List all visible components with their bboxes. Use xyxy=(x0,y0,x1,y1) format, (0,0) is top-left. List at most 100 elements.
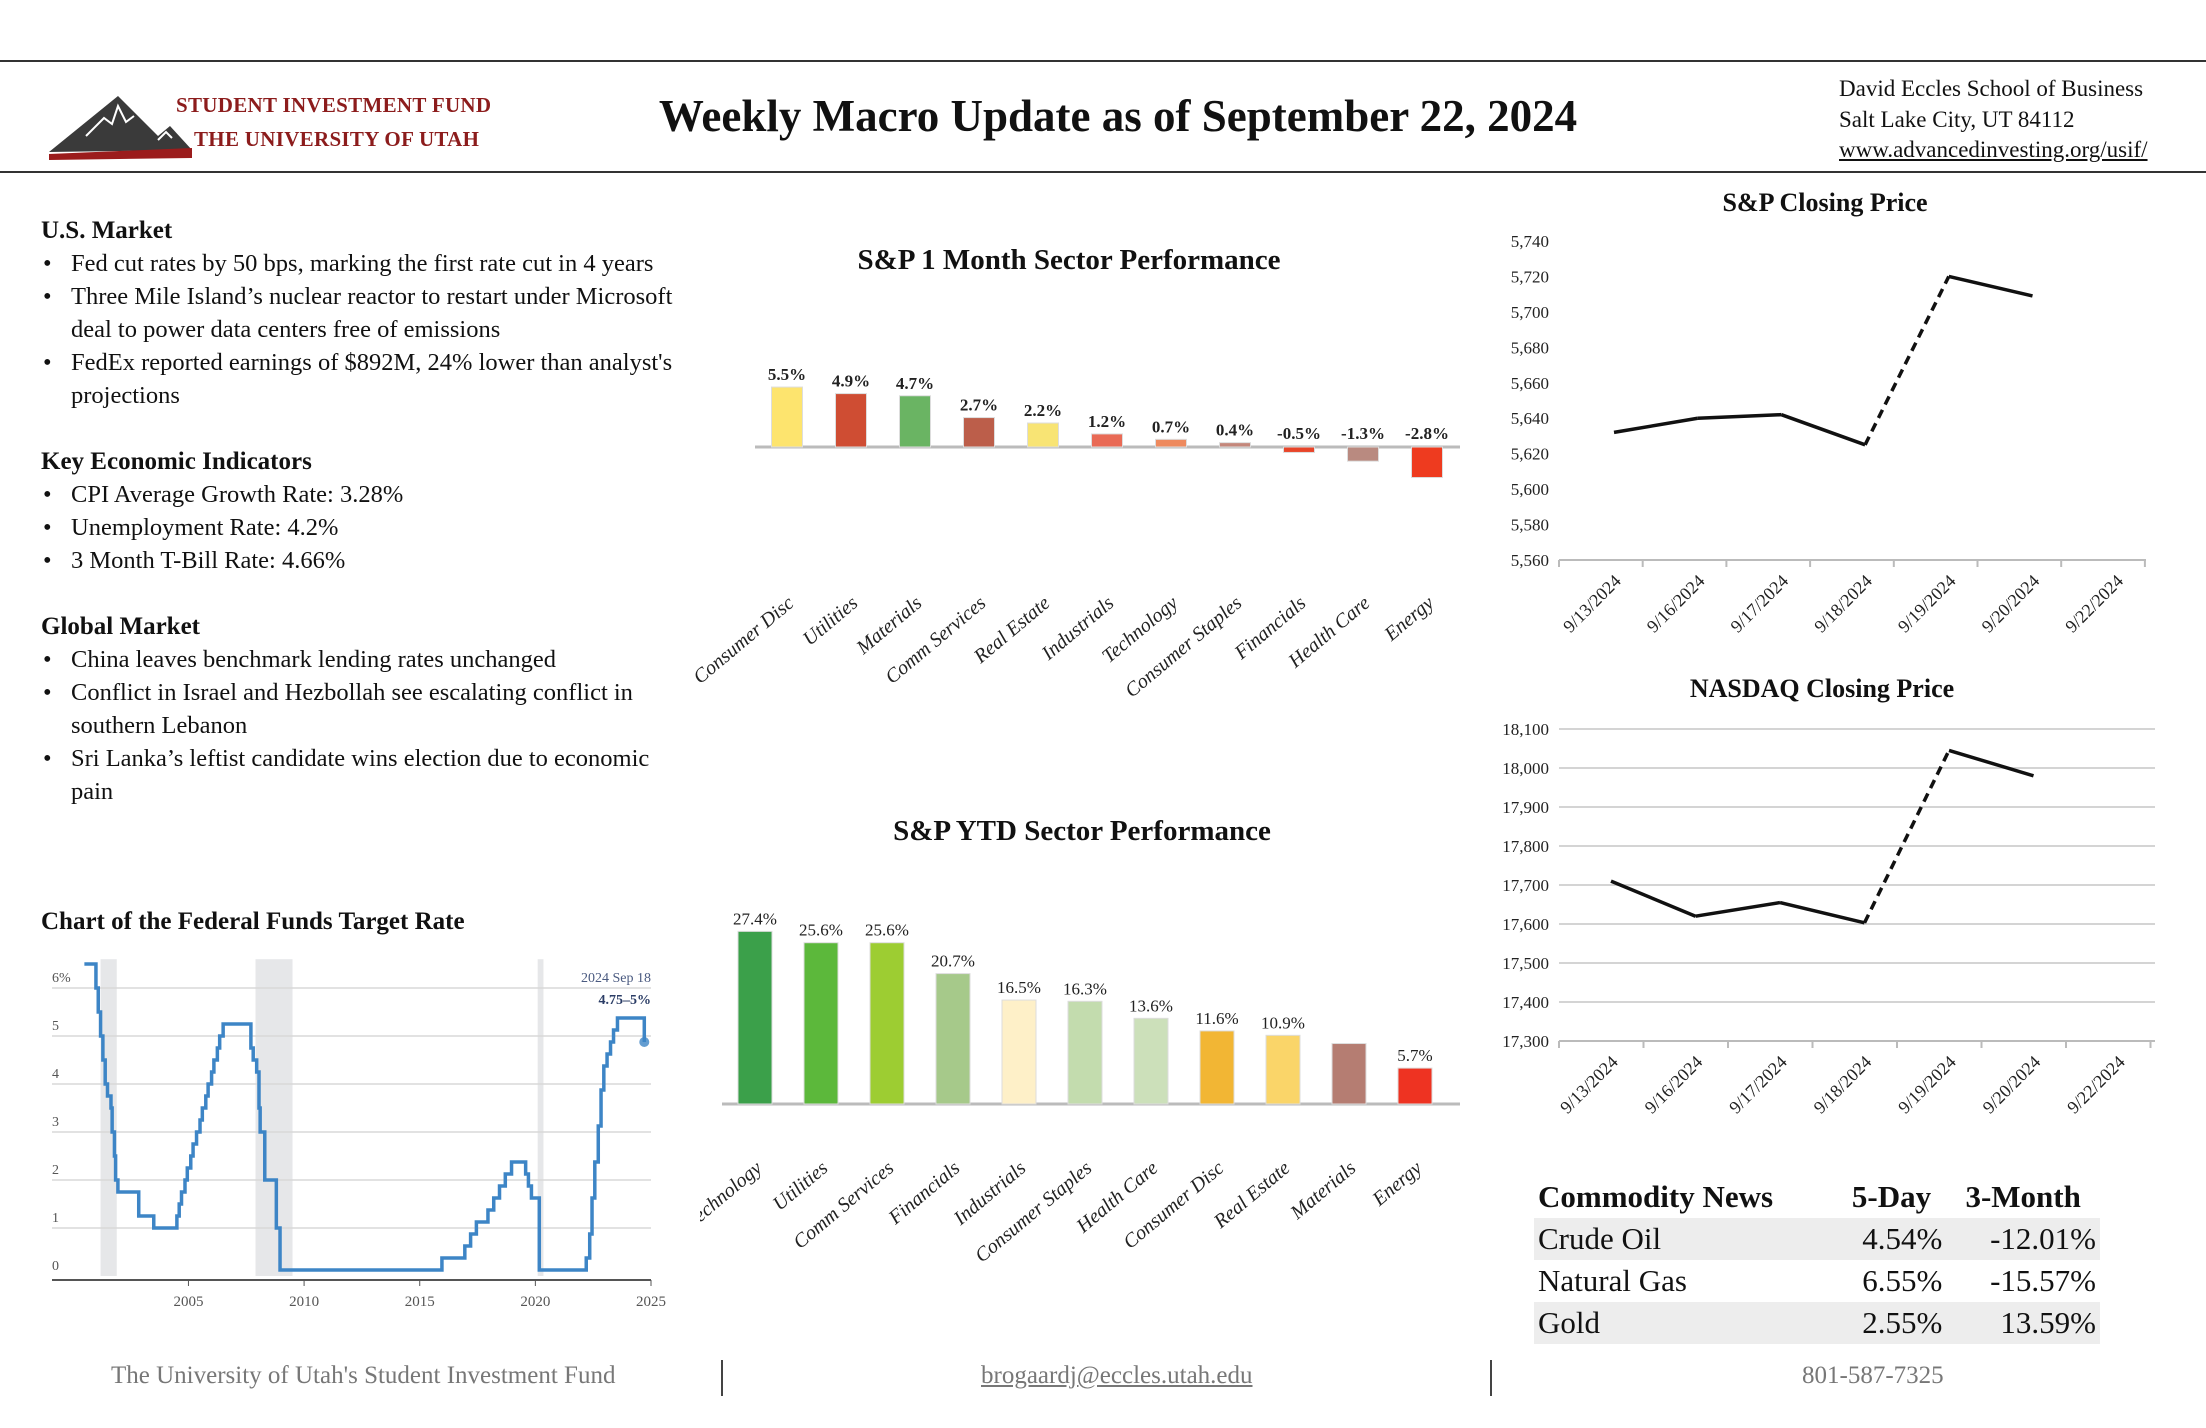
data-label: 2.2% xyxy=(1024,401,1062,420)
five-day-header: 5-Day xyxy=(1851,1179,1932,1214)
data-label: 27.4% xyxy=(733,909,777,928)
x-tick-label: 2015 xyxy=(405,1294,435,1310)
sp-close-title: S&P Closing Price xyxy=(1722,188,1928,217)
sp-close-chart: 5,740 5,720 5,700 5,680 5,660 5,640 5,620 5,600… xyxy=(1511,232,2146,637)
data-label: 16.5% xyxy=(997,978,1041,997)
x-tick-label: 2010 xyxy=(289,1294,319,1310)
data-label: 1.2% xyxy=(1088,412,1126,431)
global-market-heading: Global Market xyxy=(41,613,201,640)
line-segment xyxy=(1780,413,1866,447)
news-column: U.S. Market Fed cut rates by 50 bps, mar… xyxy=(41,214,681,841)
us-market-bullet: Three Mile Island’s nuclear reactor to r… xyxy=(43,280,681,346)
y-tick-label: 17,800 xyxy=(1502,837,1549,856)
data-label: 10.9% xyxy=(1261,1013,1305,1032)
data-label: 20.7% xyxy=(931,952,975,971)
bar-financials xyxy=(935,973,971,1105)
table-row: Natural Gas 6.55% -15.57% xyxy=(1534,1260,2100,1302)
data-label: -1.3% xyxy=(1341,424,1385,443)
x-tick-label: 2005 xyxy=(173,1294,203,1310)
table-row: Crude Oil 4.54% -12.01% xyxy=(1534,1218,2100,1260)
x-tick-label: 9/13/2024 xyxy=(1559,571,1625,637)
data-label: 0.7% xyxy=(1152,417,1190,436)
category-label: Energy xyxy=(1380,592,1439,646)
y-tick-label: 5,680 xyxy=(1511,338,1549,357)
footer-divider xyxy=(721,1360,723,1396)
data-label: 13.6% xyxy=(1129,996,1173,1015)
bar-consumer-disc xyxy=(1199,1030,1235,1105)
y-tick-label: 4 xyxy=(52,1067,59,1082)
x-tick-label: 9/18/2024 xyxy=(1810,571,1876,637)
annotation-date: 2024 Sep 18 xyxy=(581,971,651,986)
data-label: 5.5% xyxy=(768,365,806,384)
sector-1m-chart: 5.5%Consumer Disc4.9%Utilities4.7%Materi… xyxy=(689,365,1460,702)
bar-utilities xyxy=(803,942,839,1105)
five-day-value: 2.55% xyxy=(1836,1302,1947,1344)
website-link[interactable]: www.advancedinvesting.org/usif/ xyxy=(1839,137,2148,162)
y-tick-label: 18,100 xyxy=(1502,720,1549,739)
sector-1m-title: S&P 1 Month Sector Performance xyxy=(857,244,1281,276)
line-segment xyxy=(1610,879,1697,918)
y-tick-label: 17,500 xyxy=(1502,954,1549,973)
fedfunds-line xyxy=(84,962,647,1272)
table-row: Gold 2.55% 13.59% xyxy=(1534,1302,2100,1344)
indicators-heading: Key Economic Indicators xyxy=(41,448,312,475)
bar-energy xyxy=(1411,446,1443,479)
y-tick-label: 2 xyxy=(52,1163,59,1178)
footer-organization: The University of Utah's Student Investm… xyxy=(111,1362,616,1389)
bar-materials xyxy=(1331,1043,1367,1105)
us-market-heading: U.S. Market xyxy=(41,217,173,244)
bar-technology xyxy=(1155,438,1187,448)
bar-real-estate xyxy=(1265,1034,1301,1105)
five-day-value: 6.55% xyxy=(1862,1263,1943,1298)
line-segment xyxy=(1695,900,1781,918)
global-market-bullet: China leaves benchmark lending rates unc… xyxy=(43,643,681,676)
y-tick-label: 5,580 xyxy=(1511,516,1549,535)
footer-divider xyxy=(1490,1360,1492,1396)
category-label: Consumer Disc xyxy=(689,592,798,689)
commodity-table: Commodity News 5-Day 3-Month Crude Oil 4… xyxy=(1534,1176,2100,1344)
x-tick-label: 9/17/2024 xyxy=(1726,571,1792,637)
x-tick-label: 9/18/2024 xyxy=(1810,1052,1876,1118)
y-tick-label: 5 xyxy=(52,1019,59,1034)
logo-line-2: THE UNIVERSITY OF UTAH xyxy=(194,127,480,151)
data-label: -2.8% xyxy=(1405,424,1449,443)
bar-materials xyxy=(899,395,931,448)
y-tick-label: 17,400 xyxy=(1502,993,1549,1012)
fedfunds-chart: 6% 5 4 3 2 1 0 2005 2010 2015 2020 2025 2024 Sep 18 4… xyxy=(52,959,666,1310)
latest-point-marker xyxy=(639,1037,650,1047)
x-tick-label: 9/19/2024 xyxy=(1894,1052,1960,1118)
indicator-bullet: 3 Month T-Bill Rate: 4.66% xyxy=(43,544,681,577)
x-tick-label: 9/17/2024 xyxy=(1725,1052,1791,1118)
category-label: Materials xyxy=(1286,1157,1361,1225)
footer-email[interactable]: brogaardj@eccles.utah.edu xyxy=(981,1362,1253,1389)
us-market-bullet: Fed cut rates by 50 bps, marking the fir… xyxy=(43,247,681,280)
address-city: Salt Lake City, UT 84112 xyxy=(1839,107,2075,132)
annotation-value: 4.75–5% xyxy=(599,993,652,1008)
data-label: 4.7% xyxy=(896,374,934,393)
y-tick-label: 5,660 xyxy=(1511,374,1549,393)
bar-consumer-staples xyxy=(1067,1000,1103,1105)
commodity-header-row: Commodity News 5-Day 3-Month xyxy=(1534,1176,2100,1218)
y-tick-label: 17,900 xyxy=(1502,798,1549,817)
global-market-bullet: Sri Lanka’s leftist candidate wins elect… xyxy=(43,742,681,808)
bar-comm-services xyxy=(963,417,995,448)
x-tick-label: 9/19/2024 xyxy=(1894,571,1960,637)
three-month-value: -15.57% xyxy=(1990,1263,2096,1298)
commodity-name: Crude Oil xyxy=(1534,1218,1837,1260)
bar-health-care xyxy=(1347,446,1379,462)
line-segment xyxy=(1697,412,1782,420)
data-label: 5.7% xyxy=(1397,1046,1432,1065)
x-tick-label: 9/22/2024 xyxy=(2063,1052,2129,1118)
data-label: 11.6% xyxy=(1195,1009,1238,1028)
global-market-section: Global Market China leaves benchmark len… xyxy=(41,610,681,808)
category-label: Consumer Staples xyxy=(1121,592,1246,702)
category-label: Technology xyxy=(700,1157,766,1233)
bar-consumer-staples xyxy=(1219,442,1251,448)
indicator-bullet: Unemployment Rate: 4.2% xyxy=(43,511,681,544)
bar-technology xyxy=(737,930,773,1105)
x-tick-label: 9/16/2024 xyxy=(1643,571,1709,637)
x-tick-label: 9/20/2024 xyxy=(1978,571,2044,637)
bar-energy xyxy=(1397,1067,1433,1105)
y-tick-label: 5,740 xyxy=(1511,232,1549,251)
y-tick-label: 1 xyxy=(52,1211,59,1226)
